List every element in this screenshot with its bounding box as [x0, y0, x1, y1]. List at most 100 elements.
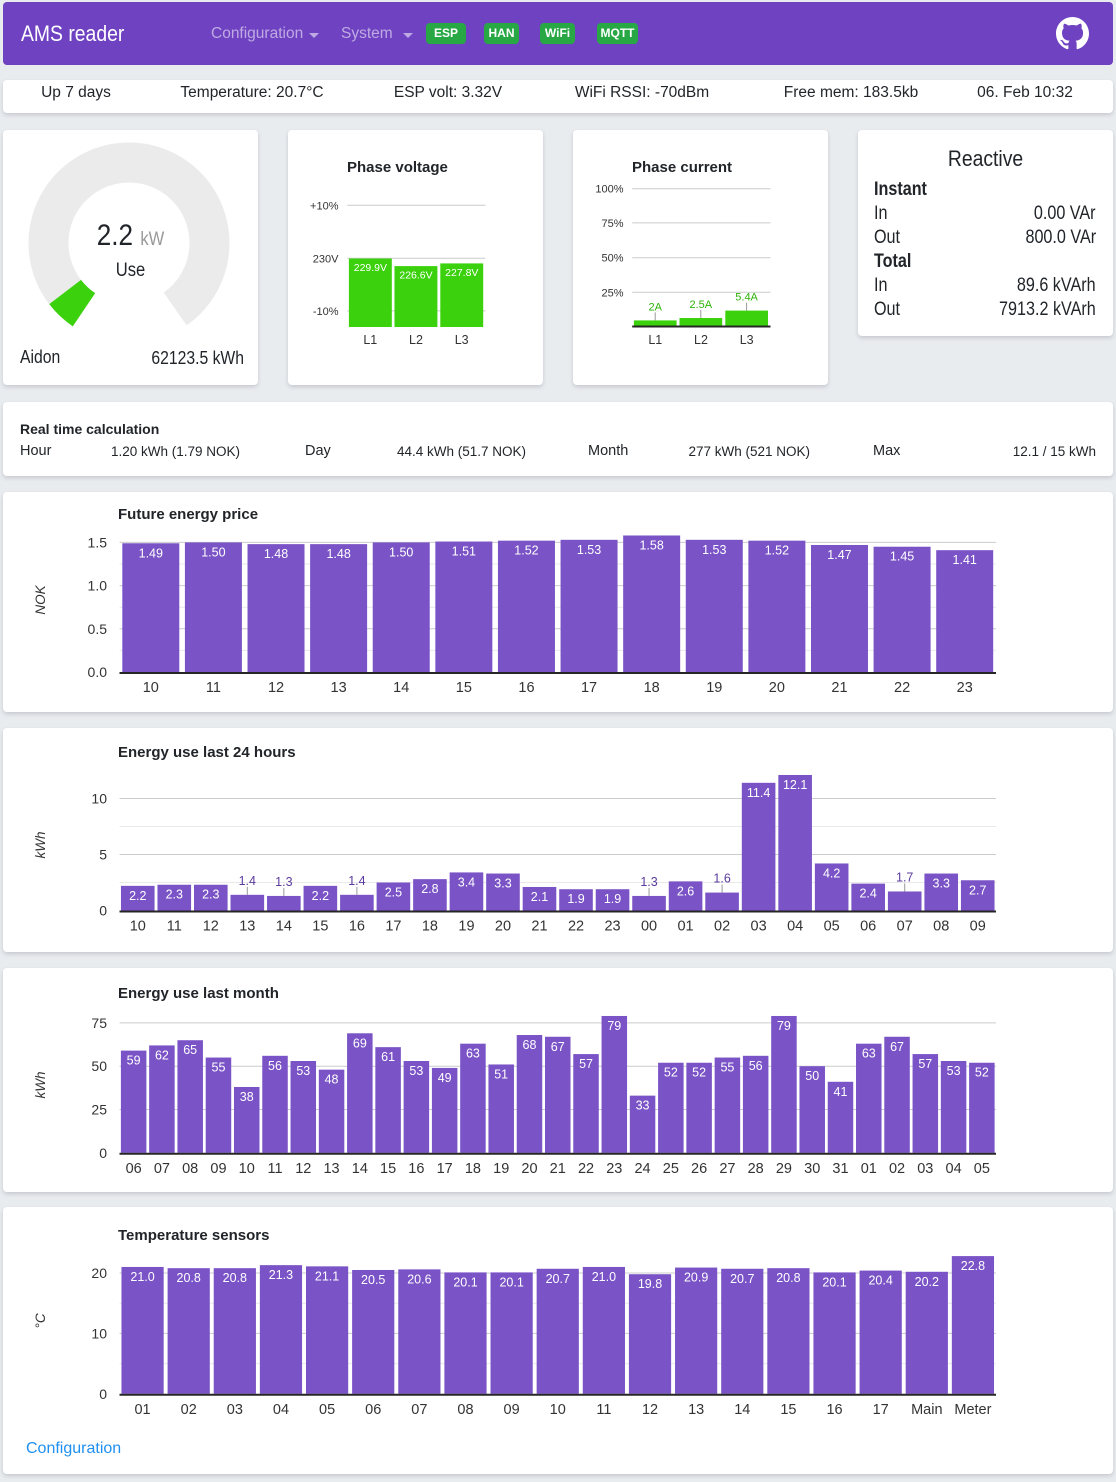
svg-text:67: 67 — [890, 1040, 904, 1054]
svg-text:69: 69 — [353, 1036, 367, 1050]
svg-text:100%: 100% — [595, 184, 623, 196]
svg-text:05: 05 — [974, 1161, 990, 1177]
svg-text:1.53: 1.53 — [577, 543, 601, 557]
svg-text:227.8V: 227.8V — [445, 267, 478, 279]
svg-text:20.8: 20.8 — [223, 1271, 247, 1285]
svg-text:20.7: 20.7 — [730, 1272, 754, 1286]
svg-text:21.1: 21.1 — [315, 1269, 339, 1283]
svg-text:08: 08 — [182, 1161, 198, 1177]
svg-text:13: 13 — [688, 1402, 704, 1418]
svg-text:12: 12 — [268, 680, 284, 696]
svg-text:11: 11 — [267, 1161, 282, 1177]
svg-text:14: 14 — [352, 1161, 368, 1177]
svg-text:12: 12 — [203, 919, 219, 935]
svg-text:28: 28 — [748, 1161, 764, 1177]
svg-text:20.9: 20.9 — [684, 1271, 708, 1285]
svg-text:05: 05 — [319, 1402, 335, 1418]
svg-text:1.49: 1.49 — [139, 546, 163, 560]
svg-text:3.3: 3.3 — [494, 877, 511, 891]
svg-text:20.1: 20.1 — [822, 1275, 846, 1289]
svg-text:2.2: 2.2 — [129, 889, 146, 903]
svg-text:229.9V: 229.9V — [354, 262, 387, 274]
svg-text:1.7: 1.7 — [896, 870, 913, 884]
svg-text:2.8: 2.8 — [421, 882, 438, 896]
svg-text:02: 02 — [889, 1161, 905, 1177]
svg-text:5: 5 — [99, 847, 107, 863]
svg-text:07: 07 — [154, 1161, 170, 1177]
svg-text:230V: 230V — [313, 253, 339, 265]
svg-text:20.1: 20.1 — [499, 1275, 523, 1289]
svg-text:24: 24 — [634, 1161, 650, 1177]
svg-text:L1: L1 — [363, 333, 377, 347]
svg-text:33: 33 — [636, 1099, 650, 1113]
svg-text:53: 53 — [409, 1064, 423, 1078]
svg-text:Main: Main — [911, 1402, 942, 1418]
svg-text:09: 09 — [504, 1402, 520, 1418]
svg-text:°C: °C — [33, 1313, 48, 1328]
svg-text:56: 56 — [749, 1059, 763, 1073]
svg-text:31: 31 — [832, 1161, 848, 1177]
svg-text:16: 16 — [349, 919, 365, 935]
svg-text:1.50: 1.50 — [201, 545, 225, 559]
svg-text:20.6: 20.6 — [407, 1272, 431, 1286]
svg-text:16: 16 — [408, 1161, 424, 1177]
svg-text:50%: 50% — [601, 253, 623, 265]
svg-text:20: 20 — [495, 919, 511, 935]
svg-text:2A: 2A — [648, 301, 662, 313]
svg-text:68: 68 — [523, 1038, 537, 1052]
svg-text:0: 0 — [99, 1386, 107, 1402]
svg-text:75%: 75% — [601, 218, 623, 230]
svg-text:1.4: 1.4 — [239, 874, 256, 888]
svg-text:38: 38 — [240, 1090, 254, 1104]
svg-text:10: 10 — [550, 1402, 566, 1418]
svg-text:01: 01 — [677, 919, 693, 935]
svg-text:21.3: 21.3 — [269, 1268, 293, 1282]
svg-text:18: 18 — [422, 919, 438, 935]
svg-text:Phase voltage: Phase voltage — [347, 159, 448, 176]
svg-text:1.4: 1.4 — [348, 874, 365, 888]
svg-text:23: 23 — [604, 919, 620, 935]
svg-text:1.52: 1.52 — [765, 544, 789, 558]
svg-text:67: 67 — [551, 1040, 565, 1054]
svg-text:12: 12 — [295, 1161, 311, 1177]
svg-text:26: 26 — [691, 1161, 707, 1177]
svg-text:19: 19 — [706, 680, 722, 696]
svg-text:11.4: 11.4 — [747, 786, 770, 800]
svg-text:03: 03 — [227, 1402, 243, 1418]
svg-text:62: 62 — [155, 1048, 169, 1062]
svg-text:0.0: 0.0 — [88, 664, 108, 680]
svg-text:21: 21 — [531, 919, 547, 935]
svg-text:1.47: 1.47 — [827, 548, 851, 562]
svg-text:02: 02 — [181, 1402, 197, 1418]
svg-text:03: 03 — [751, 919, 767, 935]
svg-text:Energy use last 24 hours: Energy use last 24 hours — [118, 744, 296, 761]
svg-text:16: 16 — [826, 1402, 842, 1418]
svg-text:2.5A: 2.5A — [689, 299, 712, 311]
svg-text:04: 04 — [946, 1161, 962, 1177]
svg-text:1.6: 1.6 — [713, 872, 730, 886]
svg-text:52: 52 — [692, 1066, 706, 1080]
svg-text:Future energy price: Future energy price — [118, 506, 258, 523]
svg-text:1.50: 1.50 — [389, 545, 413, 559]
svg-text:1.5: 1.5 — [88, 534, 108, 550]
svg-text:2.4: 2.4 — [859, 887, 876, 901]
svg-text:06: 06 — [365, 1402, 381, 1418]
svg-text:2.1: 2.1 — [531, 890, 548, 904]
svg-text:17: 17 — [385, 919, 401, 935]
svg-text:01: 01 — [134, 1402, 150, 1418]
svg-text:12.1: 12.1 — [783, 778, 807, 792]
svg-text:20: 20 — [91, 1265, 107, 1281]
svg-text:1.3: 1.3 — [640, 875, 657, 889]
svg-text:2.6: 2.6 — [677, 884, 694, 898]
svg-text:1.41: 1.41 — [953, 553, 977, 567]
svg-text:49: 49 — [438, 1071, 452, 1085]
svg-text:20.7: 20.7 — [546, 1272, 570, 1286]
svg-text:09: 09 — [210, 1161, 226, 1177]
svg-text:06: 06 — [126, 1161, 142, 1177]
svg-text:15: 15 — [380, 1161, 396, 1177]
svg-text:2.7: 2.7 — [969, 883, 986, 897]
svg-text:15: 15 — [780, 1402, 796, 1418]
svg-text:04: 04 — [273, 1402, 289, 1418]
svg-text:19: 19 — [493, 1161, 509, 1177]
svg-text:11: 11 — [167, 919, 182, 935]
